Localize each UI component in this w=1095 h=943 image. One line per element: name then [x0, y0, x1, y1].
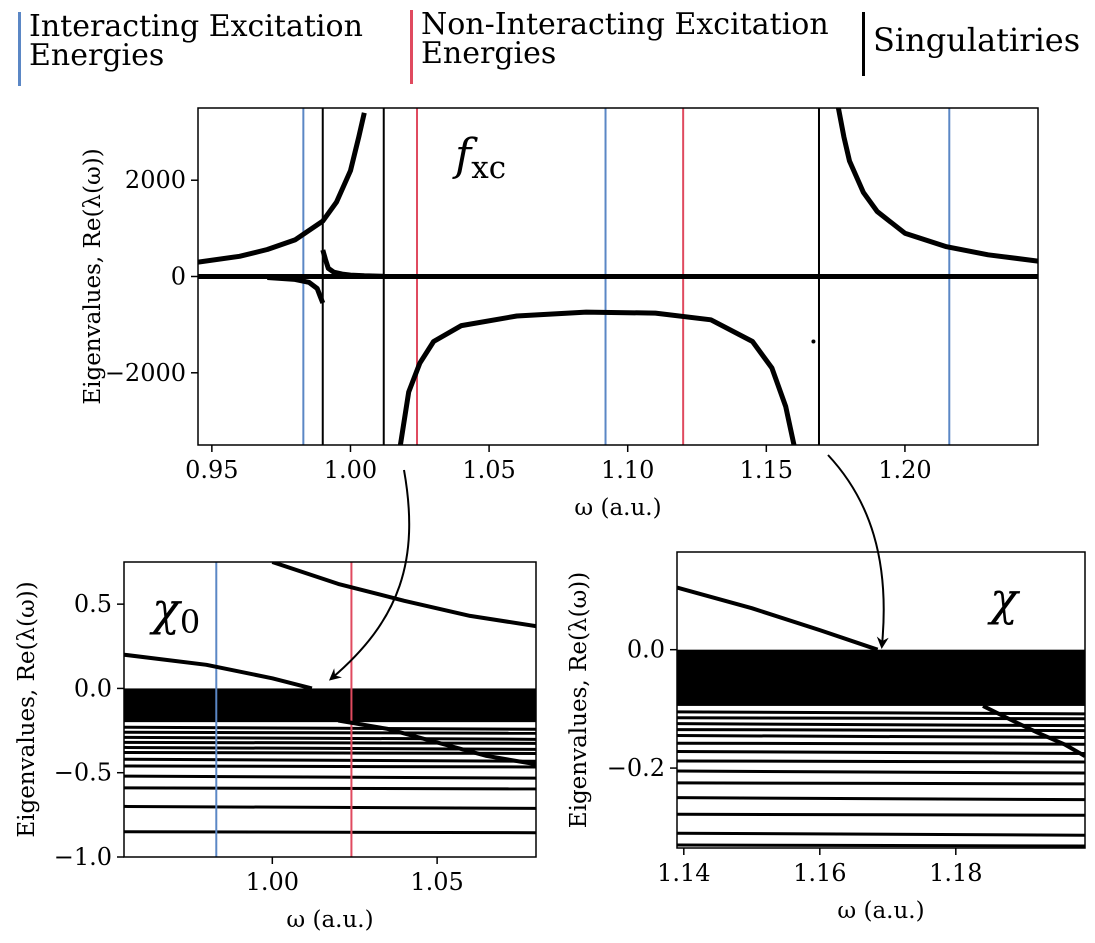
zoom-arrow-chi	[827, 454, 889, 649]
eigenvalue-level	[124, 735, 536, 741]
eigenvalue-level	[677, 831, 1085, 837]
x-tick-label: 1.00	[246, 868, 299, 896]
y-axis-label: Eigenvalues, Re(λ(ω))	[566, 572, 592, 828]
eigenvalue-level	[677, 750, 1085, 756]
panel-label: fxc	[452, 130, 506, 186]
chart-fxc: 0.95 1.00 1.05 1.10 1.15 1.20 2000 0 −2000 ω (a.u…	[80, 107, 1039, 521]
plot-area-chi	[677, 585, 1085, 848]
x-tick-label: 1.14	[657, 859, 710, 887]
plot-area-chi0	[124, 562, 536, 857]
y-tick-label: −0.5	[54, 759, 112, 787]
eigenvalue-level	[124, 740, 536, 745]
legend-item-singularities: Singulatiries	[862, 12, 1080, 76]
x-tick-label: 0.95	[185, 456, 238, 484]
x-tick-label: 1.15	[740, 456, 793, 484]
eigenvalue-level	[677, 781, 1085, 786]
eigenvalue-level	[124, 764, 536, 769]
panel-label: χ0	[149, 582, 200, 641]
y-tick-label: −1.0	[54, 843, 112, 871]
eigenvalue-level	[124, 786, 536, 791]
eigenvalue-level	[677, 728, 1085, 733]
plot-area-fxc	[198, 108, 1038, 445]
x-tick-label: 1.18	[929, 859, 982, 887]
zoom-arrows	[328, 454, 889, 681]
legend-item-interacting: Interacting Excitation Energies	[18, 12, 363, 86]
eigenvalue-level	[124, 774, 536, 780]
eigenvalue-level	[677, 722, 1085, 728]
series-curve	[320, 249, 384, 279]
x-tick-label: 1.16	[793, 859, 846, 887]
chart-chi0: 1.00 1.05 0.5 0.0 −0.5 −1.0 ω (a.u.) Eigenvalue…	[14, 561, 537, 933]
chart-chi: 1.14 1.16 1.18 0.0 −0.2 ω (a.u.) Eigenvalues, …	[566, 551, 1086, 924]
x-tick-label: 1.05	[462, 456, 515, 484]
legend-swatch-interacting	[18, 12, 21, 86]
series-curve	[677, 585, 879, 652]
x-axis-label: ω (a.u.)	[574, 495, 661, 521]
eigenvalue-level	[677, 710, 1085, 716]
y-tick-label: 0.0	[74, 674, 112, 702]
eigenvalue-level	[124, 830, 536, 835]
series-curve	[397, 309, 797, 445]
y-tick-label: 0	[171, 263, 186, 291]
series-curve	[267, 275, 326, 304]
x-axis-label: ω (a.u.)	[837, 898, 924, 924]
eigenvalue-level	[677, 812, 1085, 817]
series-curve	[271, 562, 536, 629]
legend-swatch-noninteracting	[410, 10, 413, 84]
eigenvalue-level	[124, 757, 536, 763]
legend-swatch-singularities	[862, 12, 865, 76]
series-curve	[982, 704, 1085, 758]
x-axis-label: ω (a.u.)	[286, 907, 373, 933]
axes-frame	[676, 551, 1086, 849]
x-tick-label: 1.10	[601, 456, 654, 484]
x-tick-label: 1.05	[410, 868, 463, 896]
eigenvalue-level	[677, 796, 1085, 802]
eigenvalue-level	[677, 734, 1085, 740]
y-axis-label: Eigenvalues, Re(λ(ω))	[14, 581, 40, 837]
eigenvalue-level	[677, 716, 1085, 721]
eigenvalue-level	[677, 759, 1085, 764]
eigenvalue-level	[124, 725, 536, 731]
y-tick-label: −0.2	[607, 754, 665, 782]
x-tick-label: 1.00	[324, 456, 377, 484]
y-axis-label: Eigenvalues, Re(λ(ω))	[80, 148, 106, 404]
eigenvalue-level	[677, 769, 1085, 775]
axes-frame	[123, 561, 537, 858]
eigenvalue-level	[677, 843, 1085, 848]
eigenvalue-band	[124, 688, 536, 723]
x-tick-label: 1.20	[878, 456, 931, 484]
eigenvalue-level	[124, 750, 536, 755]
series-curve	[198, 112, 367, 265]
zoom-arrow-chi0	[328, 469, 411, 681]
y-tick-label: 0.5	[74, 590, 112, 618]
legend-label-noninteracting: Non-Interacting Excitation Energies	[421, 7, 829, 71]
series-curve	[337, 718, 536, 767]
eigenvalue-level	[124, 730, 536, 735]
panel-label: χ	[987, 572, 1021, 626]
legend-item-noninteracting: Non-Interacting Excitation Energies	[410, 10, 829, 84]
eigenvalue-level	[124, 745, 536, 751]
legend-label-interacting: Interacting Excitation Energies	[29, 9, 363, 73]
series-point	[811, 339, 816, 344]
series-curve	[124, 652, 313, 691]
series-curve	[835, 108, 1038, 264]
legend-label-singularities: Singulatiries	[873, 21, 1081, 59]
y-tick-label: 2000	[125, 166, 186, 194]
eigenvalue-level	[677, 741, 1085, 746]
y-tick-label: 0.0	[627, 636, 665, 664]
eigenvalue-level	[124, 804, 536, 810]
y-tick-label: −2000	[105, 359, 186, 387]
eigenvalue-band	[677, 649, 1085, 706]
